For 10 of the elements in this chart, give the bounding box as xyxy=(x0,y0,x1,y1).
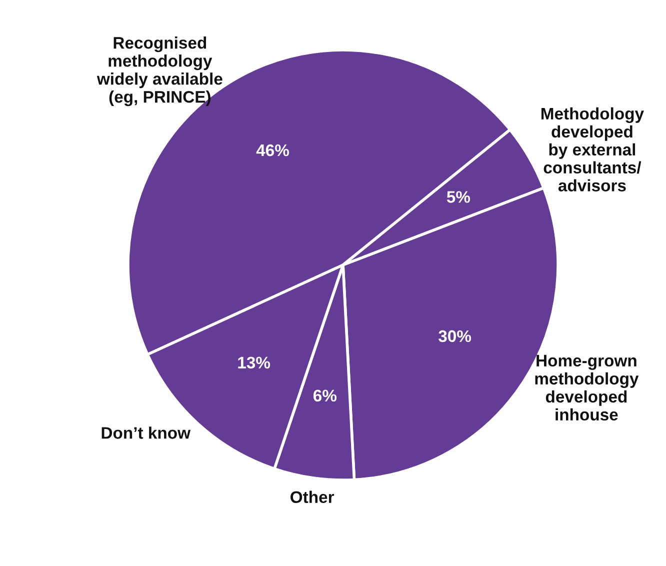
slice-label: Other xyxy=(290,490,334,504)
data-label: 5% xyxy=(446,191,470,203)
data-label: 6% xyxy=(313,390,337,402)
slice-label: Don’t know xyxy=(102,426,191,439)
data-label: 13% xyxy=(238,356,270,369)
slice-label: Home-grown methodology developed inhouse xyxy=(535,354,639,421)
slice-label: Methodology developed by external consultants/ advisors xyxy=(541,107,644,192)
data-label: 30% xyxy=(438,330,472,342)
slice-label: Recognised methodology widely available (eg, PRINCE) xyxy=(96,36,222,106)
data-label: 46% xyxy=(256,144,289,156)
